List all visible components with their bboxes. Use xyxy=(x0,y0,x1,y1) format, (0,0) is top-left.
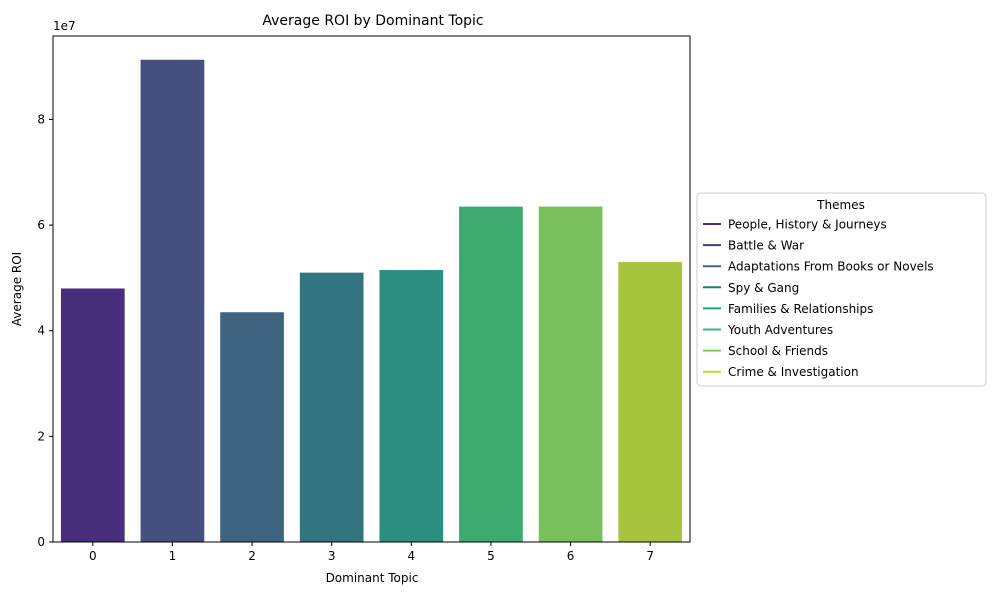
x-tick-label: 7 xyxy=(646,549,654,563)
x-tick-label: 3 xyxy=(328,549,336,563)
x-axis: 0 1 2 3 4 5 6 7 xyxy=(89,542,654,563)
legend-title: Themes xyxy=(816,198,865,212)
plot-frame xyxy=(52,35,691,543)
y-axis-label: Average ROI xyxy=(10,252,24,326)
y-tick-label: 2 xyxy=(37,429,45,443)
x-tick-label: 1 xyxy=(169,549,177,563)
y-tick-label: 8 xyxy=(37,112,45,126)
bar-topic-1 xyxy=(140,59,205,543)
legend-label: Battle & War xyxy=(728,239,804,253)
legend-entries: People, History & Journeys Battle & War Ad… xyxy=(703,218,934,379)
bar-topic-2 xyxy=(220,312,284,542)
bar-topic-3 xyxy=(299,272,364,542)
y-offset-label: 1e7 xyxy=(53,19,76,33)
x-tick-label: 4 xyxy=(407,549,415,563)
legend: Themes People, History & Journeys Battle … xyxy=(696,192,987,387)
bar-topic-4 xyxy=(379,269,444,542)
x-tick-label: 2 xyxy=(248,549,256,563)
legend-label: Youth Adventures xyxy=(727,323,833,337)
y-tick-label: 0 xyxy=(37,535,45,549)
legend-label: Families & Relationships xyxy=(728,302,873,316)
bar-topic-0 xyxy=(60,288,125,542)
bar-topic-6 xyxy=(538,206,603,542)
bar-topic-5 xyxy=(459,206,523,542)
y-axis: 0 2 4 6 8 xyxy=(37,112,53,549)
x-tick-label: 6 xyxy=(567,549,575,563)
legend-label: Spy & Gang xyxy=(728,281,799,295)
x-tick-label: 5 xyxy=(487,549,495,563)
chart-title: Average ROI by Dominant Topic xyxy=(262,13,483,29)
legend-label: Crime & Investigation xyxy=(728,365,859,379)
legend-box xyxy=(696,192,987,387)
x-axis-label: Dominant Topic xyxy=(326,571,419,585)
bars-group xyxy=(60,59,683,543)
bar-topic-7 xyxy=(618,262,683,542)
y-tick-label: 4 xyxy=(37,324,45,338)
legend-label: Adaptations From Books or Novels xyxy=(728,260,934,274)
legend-label: People, History & Journeys xyxy=(728,218,887,232)
y-tick-label: 6 xyxy=(37,218,45,232)
x-tick-label: 0 xyxy=(89,549,97,563)
legend-label: School & Friends xyxy=(728,344,828,358)
